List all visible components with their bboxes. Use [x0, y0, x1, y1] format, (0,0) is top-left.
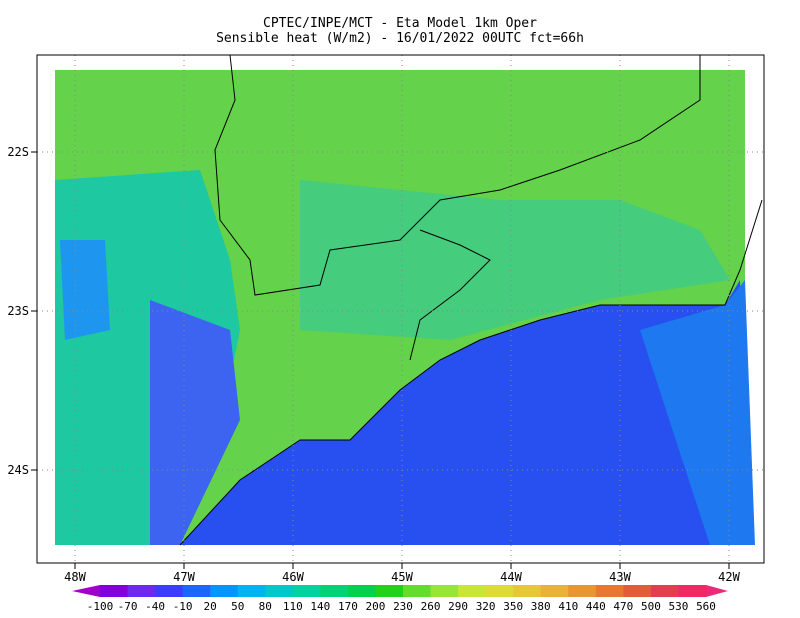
lon-tick-label: 48W — [64, 570, 86, 584]
colorbar-swatch — [678, 585, 707, 597]
colorbar-swatch — [595, 585, 624, 597]
colorbar-swatch — [182, 585, 211, 597]
ocean-field — [640, 280, 755, 545]
colorbar-label: 410 — [558, 600, 578, 613]
colorbar-swatch — [430, 585, 459, 597]
colorbar-label: 20 — [204, 600, 217, 613]
colorbar-swatch — [540, 585, 569, 597]
colorbar-arrow — [72, 585, 100, 597]
colorbar-swatch — [347, 585, 376, 597]
grid — [37, 55, 764, 563]
ticks: 22S 23S 24S 48W 47W 46W 45W 44W 43W 42W — [7, 145, 740, 584]
colorbar-swatch — [375, 585, 404, 597]
colorbar-swatch — [320, 585, 349, 597]
lon-tick-label: 43W — [609, 570, 631, 584]
colorbar-swatch — [265, 585, 294, 597]
state-border — [214, 54, 701, 296]
lon-tick-label: 47W — [173, 570, 195, 584]
colorbar-arrow — [706, 585, 728, 597]
title-line: CPTEC/INPE/MCT - Eta Model 1km Oper — [263, 16, 537, 31]
colorbar-label: 140 — [310, 600, 330, 613]
land-field — [300, 180, 730, 340]
colorbar-swatch — [210, 585, 239, 597]
lat-tick-label: 22S — [7, 145, 29, 159]
coastline — [179, 199, 763, 546]
colorbar-label: 110 — [283, 600, 303, 613]
colorbar-label: 440 — [586, 600, 606, 613]
colorbar-label: 560 — [696, 600, 716, 613]
colorbar-swatch — [623, 585, 652, 597]
lon-tick-label: 45W — [391, 570, 413, 584]
colorbar-swatch — [485, 585, 514, 597]
colorbar-swatch — [127, 585, 156, 597]
lon-tick-label: 44W — [500, 570, 522, 584]
colorbar-label: 350 — [503, 600, 523, 613]
colorbar-label: 470 — [613, 600, 633, 613]
field — [55, 70, 755, 545]
colorbar-swatch — [403, 585, 432, 597]
colorbar-swatch — [100, 585, 129, 597]
land-field — [150, 300, 240, 545]
colorbar-label: 380 — [531, 600, 551, 613]
colorbar-label: 500 — [641, 600, 661, 613]
colorbar: -100 -70 -40 -10 20 50 80 110 140 170 200 230 260 290… — [72, 585, 728, 613]
colorbar-label: 320 — [476, 600, 496, 613]
colorbar-label: -40 — [145, 600, 165, 613]
colorbar-label: 170 — [338, 600, 358, 613]
colorbar-swatch — [292, 585, 321, 597]
lat-tick-label: 23S — [7, 304, 29, 318]
colorbar-label: -70 — [118, 600, 138, 613]
colorbar-swatch — [513, 585, 542, 597]
colorbar-label: -100 — [87, 600, 114, 613]
colorbar-swatch — [568, 585, 597, 597]
colorbar-label: 290 — [448, 600, 468, 613]
colorbar-label: -10 — [173, 600, 193, 613]
lon-tick-label: 46W — [282, 570, 304, 584]
land-field — [60, 240, 110, 340]
colorbar-swatch — [458, 585, 487, 597]
colorbar-label: 50 — [231, 600, 244, 613]
title-line: Sensible heat (W/m2) - 16/01/2022 00UTC … — [216, 31, 584, 46]
lat-tick-label: 24S — [7, 463, 29, 477]
boundaries — [179, 54, 763, 546]
map-frame — [36, 54, 765, 564]
lon-tick-label: 42W — [718, 570, 740, 584]
colorbar-label: 230 — [393, 600, 413, 613]
colorbar-swatch — [237, 585, 266, 597]
colorbar-swatch — [155, 585, 184, 597]
state-border — [409, 229, 491, 361]
colorbar-label: 200 — [366, 600, 386, 613]
colorbar-swatch — [650, 585, 679, 597]
colorbar-label: 80 — [259, 600, 272, 613]
colorbar-label: 530 — [669, 600, 689, 613]
colorbar-label: 260 — [421, 600, 441, 613]
ocean-field — [180, 280, 745, 545]
